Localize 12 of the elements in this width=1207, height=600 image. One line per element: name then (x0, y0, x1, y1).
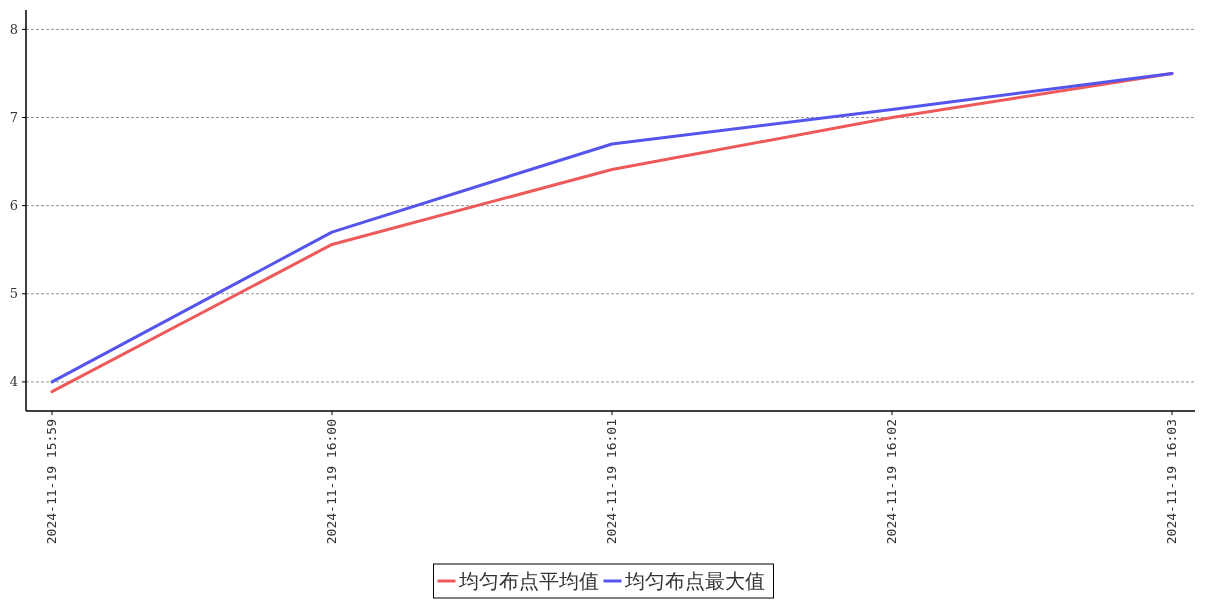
y-tick-label: 7 (9, 110, 18, 126)
x-tick-label: 2024-11-19 16:01 (604, 419, 619, 545)
y-tick-label: 8 (9, 21, 18, 37)
legend-label: 均匀布点平均值 (457, 569, 599, 593)
x-tick-label: 2024-11-19 15:59 (44, 419, 59, 545)
legend-label: 均匀布点最大值 (623, 569, 765, 593)
x-tick-label: 2024-11-19 16:02 (884, 419, 899, 545)
x-tick-label: 2024-11-19 16:00 (324, 419, 339, 545)
x-tick-label: 2024-11-19 16:03 (1164, 419, 1179, 545)
y-tick-label: 4 (9, 374, 18, 390)
y-tick-label: 5 (9, 286, 18, 302)
y-tick-label: 6 (9, 198, 18, 214)
